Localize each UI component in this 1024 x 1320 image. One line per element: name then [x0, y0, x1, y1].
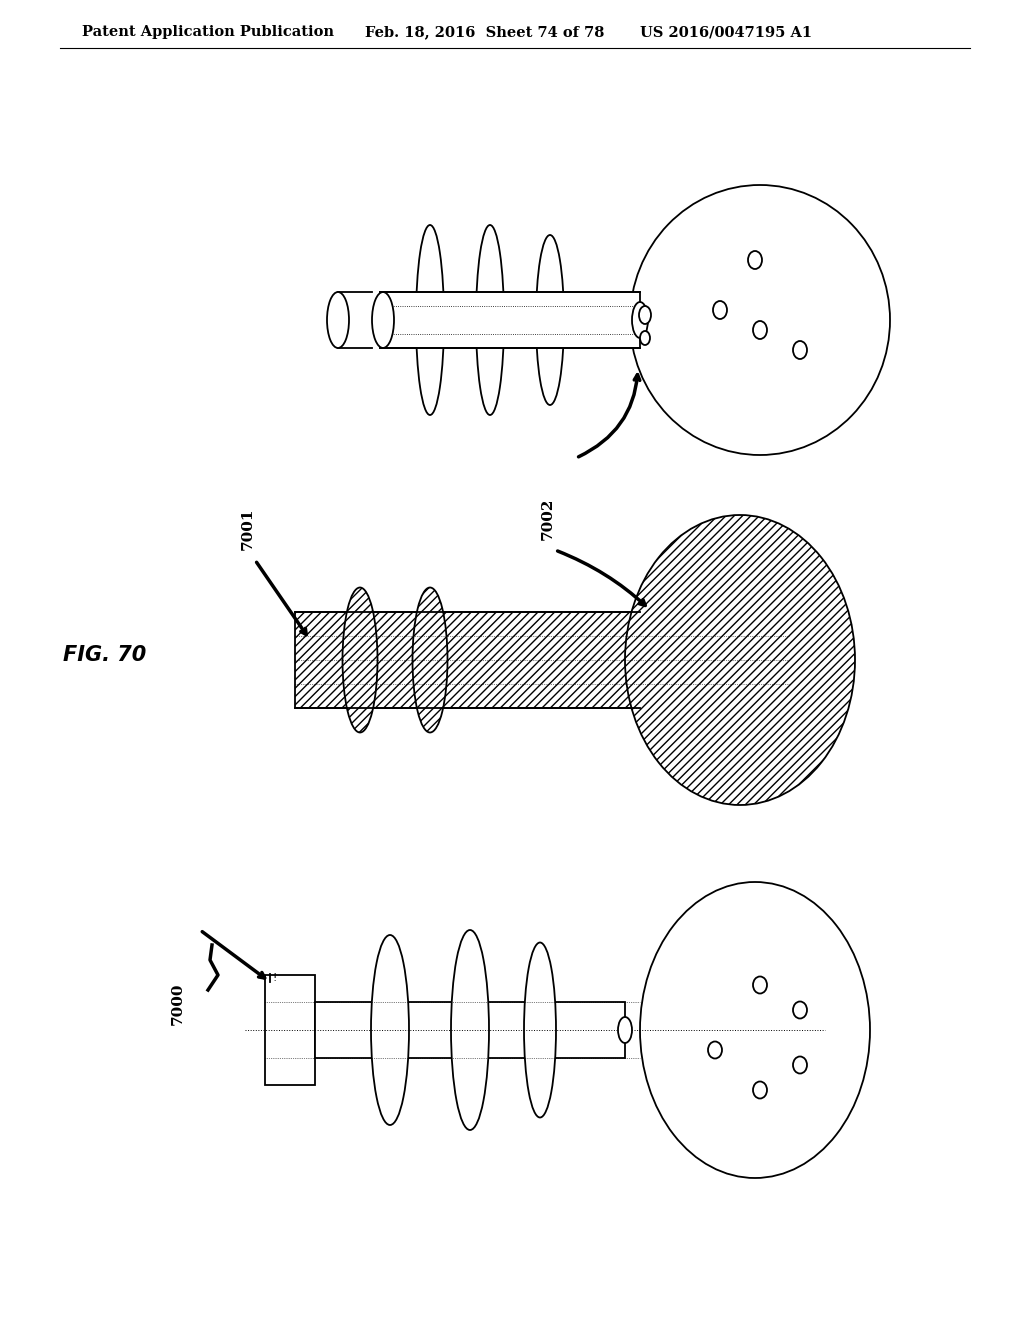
Ellipse shape — [630, 185, 890, 455]
Ellipse shape — [753, 977, 767, 994]
Ellipse shape — [640, 331, 650, 345]
Ellipse shape — [713, 301, 727, 319]
Ellipse shape — [793, 1056, 807, 1073]
Ellipse shape — [342, 587, 378, 733]
Ellipse shape — [536, 235, 564, 405]
Ellipse shape — [639, 306, 651, 323]
Ellipse shape — [793, 1002, 807, 1019]
Ellipse shape — [640, 882, 870, 1177]
Bar — [295, 612, 640, 708]
Ellipse shape — [371, 935, 409, 1125]
Ellipse shape — [753, 1081, 767, 1098]
Text: !: ! — [272, 973, 276, 983]
Text: Patent Application Publication: Patent Application Publication — [82, 25, 334, 40]
Ellipse shape — [413, 587, 447, 733]
Text: US 2016/0047195 A1: US 2016/0047195 A1 — [640, 25, 812, 40]
Ellipse shape — [618, 1016, 632, 1043]
Ellipse shape — [625, 515, 855, 805]
Bar — [265, 975, 315, 1085]
Ellipse shape — [793, 341, 807, 359]
Text: 7002: 7002 — [541, 498, 555, 540]
Text: FIG. 70: FIG. 70 — [63, 645, 146, 665]
Ellipse shape — [327, 292, 349, 348]
Ellipse shape — [451, 931, 489, 1130]
Ellipse shape — [748, 251, 762, 269]
Bar — [315, 1002, 625, 1059]
Ellipse shape — [753, 321, 767, 339]
Ellipse shape — [632, 302, 648, 338]
Ellipse shape — [372, 292, 394, 348]
Ellipse shape — [708, 1041, 722, 1059]
Ellipse shape — [524, 942, 556, 1118]
Ellipse shape — [476, 224, 504, 414]
Text: 7001: 7001 — [241, 507, 255, 550]
Text: Feb. 18, 2016  Sheet 74 of 78: Feb. 18, 2016 Sheet 74 of 78 — [365, 25, 604, 40]
Bar — [382, 292, 640, 348]
Text: 7000: 7000 — [171, 982, 185, 1026]
Bar — [380, 292, 640, 348]
Ellipse shape — [416, 224, 444, 414]
